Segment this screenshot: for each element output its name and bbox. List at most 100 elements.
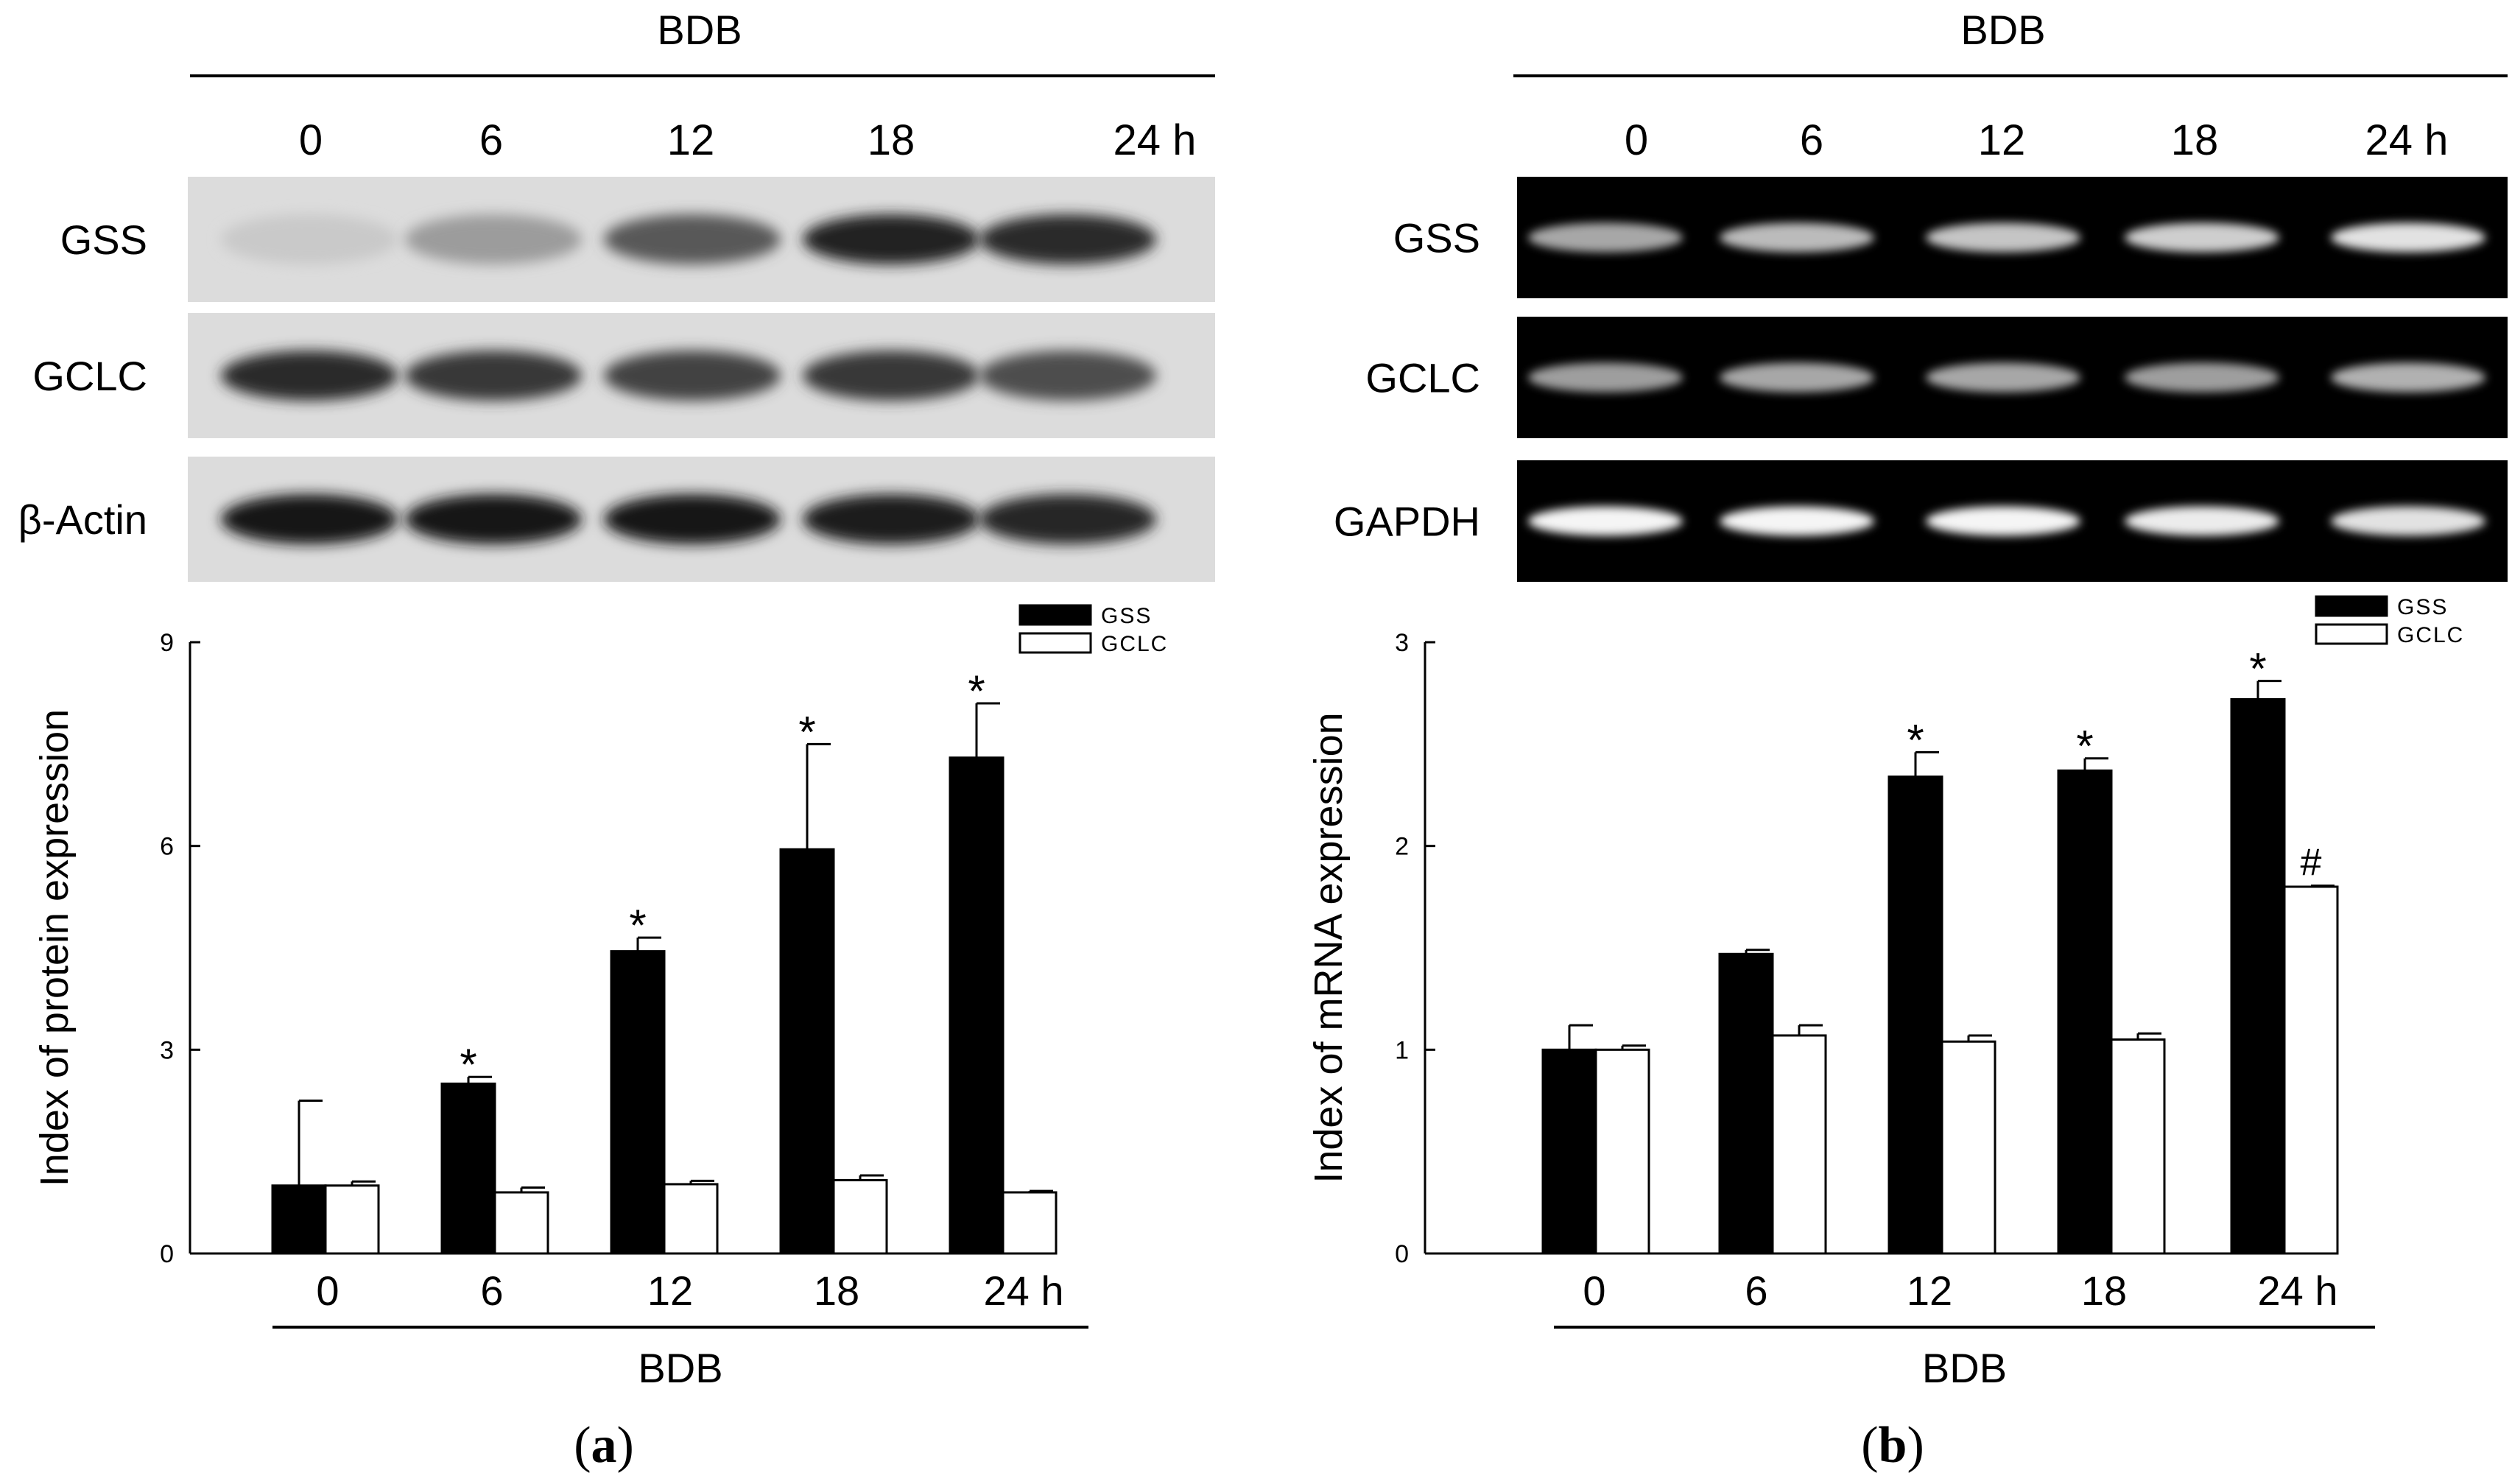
y-tick-label: 2 <box>1395 833 1409 861</box>
legend-swatch <box>1018 604 1092 626</box>
y-tick-label: 3 <box>160 1036 174 1064</box>
blot-lane-label: 18 <box>2171 116 2219 164</box>
x-tick-label: 0 <box>316 1267 339 1314</box>
x-tick-label: 12 <box>647 1267 693 1314</box>
panel-a-caption: (a) <box>574 1417 634 1474</box>
x-tick-label: 6 <box>1745 1267 1767 1314</box>
blot-lane-label: 24 h <box>1113 116 1197 164</box>
panel-a-blot-treatment-label: BDB <box>657 7 742 53</box>
bar-gss <box>779 848 835 1255</box>
legend-swatch <box>2315 595 2388 617</box>
blot-band <box>1720 362 1874 393</box>
x-tick-label: 0 <box>1583 1267 1605 1314</box>
x-axis-label: BDB <box>1922 1345 2007 1391</box>
legend-label: GCLC <box>2397 623 2464 647</box>
x-tick-label: 24 h <box>2258 1267 2338 1314</box>
blot-row-label: GAPDH <box>1334 499 1480 545</box>
bar-gss <box>949 756 1005 1255</box>
blot-lane-label: 12 <box>667 116 715 164</box>
bar-gclc <box>493 1191 549 1255</box>
blot-band <box>221 351 398 401</box>
blot-band <box>1528 222 1683 253</box>
bar-gss <box>2230 697 2286 1255</box>
blot-band <box>803 214 979 264</box>
blot-row-label: GSS <box>1393 215 1480 261</box>
blot-band <box>221 214 398 264</box>
y-tick-label: 3 <box>1395 629 1409 657</box>
panel-b-gel: BDB 0 6 12 18 24 h GSS GCLC GAPDH <box>1334 7 2508 582</box>
x-axis-label: BDB <box>638 1345 722 1391</box>
significance-marker: * <box>460 1040 476 1089</box>
blot-row-label: GCLC <box>1365 355 1480 401</box>
bar-gclc <box>2110 1038 2166 1255</box>
panel-a-caption-letter: a <box>591 1417 617 1474</box>
blot-band <box>604 214 781 264</box>
blot-band <box>1720 506 1874 536</box>
x-tick-label: 12 <box>1907 1267 1952 1314</box>
blot-band <box>803 351 979 401</box>
legend-label: GCLC <box>1101 632 1168 656</box>
protein-expression-chart: 0 3 6 9 Index of protein expression 0 6 12 18 24 … <box>32 604 1168 1391</box>
blot-band <box>2331 222 2485 253</box>
bar-gss <box>1718 952 1774 1255</box>
significance-marker: * <box>629 901 646 950</box>
blot-band <box>405 494 582 544</box>
legend-label: GSS <box>1101 604 1152 628</box>
bar-gss <box>1887 776 1943 1255</box>
blot-band <box>2125 506 2279 536</box>
blot-row-label: GCLC <box>32 353 147 399</box>
blot-lane-label: 0 <box>1625 116 1648 164</box>
blot-band <box>2125 222 2279 253</box>
blot-row-label: GSS <box>60 217 147 263</box>
bar-gss <box>1541 1048 1597 1255</box>
blot-band <box>1720 222 1874 253</box>
x-tick-label: 18 <box>2081 1267 2127 1314</box>
blot-lane-label: 6 <box>479 116 503 164</box>
blot-band <box>1926 506 2080 536</box>
blot-band <box>1528 362 1683 393</box>
y-tick-label: 1 <box>1395 1036 1409 1064</box>
blot-band <box>979 351 1156 401</box>
legend-label: GSS <box>2397 595 2448 619</box>
y-axis-label: Index of protein expression <box>32 709 77 1186</box>
significance-marker: * <box>2249 644 2266 694</box>
panel-a-blot: BDB 0 6 12 18 24 h GSS GCLC β-Actin <box>18 7 1215 582</box>
panel-b-caption-letter: b <box>1879 1417 1907 1474</box>
y-tick-label: 0 <box>160 1240 174 1268</box>
panel-b-gel-treatment-label: BDB <box>1960 7 2045 53</box>
bar-gss <box>610 950 666 1255</box>
x-tick-label: 24 h <box>984 1267 1064 1314</box>
blot-lane-label: 24 h <box>2365 116 2449 164</box>
blot-band <box>1528 506 1683 536</box>
blot-lane-label: 18 <box>868 116 915 164</box>
bar-gclc <box>1594 1048 1650 1255</box>
legend-swatch <box>1018 632 1092 654</box>
bar-gclc <box>1941 1040 1996 1255</box>
significance-marker: * <box>798 707 815 756</box>
significance-marker: * <box>968 667 985 716</box>
blot-row-label: β-Actin <box>18 496 147 543</box>
bar-gss <box>2057 769 2113 1255</box>
significance-marker: * <box>2076 722 2093 771</box>
blot-band <box>803 494 979 544</box>
blot-band <box>405 351 582 401</box>
blot-band <box>405 214 582 264</box>
y-tick-label: 9 <box>160 629 174 657</box>
bar-gss <box>440 1082 496 1255</box>
blot-band <box>1926 222 2080 253</box>
bar-gclc <box>832 1178 888 1255</box>
blot-band <box>2125 362 2279 393</box>
blot-lane-label: 6 <box>1800 116 1823 164</box>
y-axis-label: Index of mRNA expression <box>1306 712 1351 1183</box>
bar-gss <box>271 1184 327 1255</box>
blot-band <box>2331 506 2485 536</box>
blot-band <box>2331 362 2485 393</box>
blot-lane-label: 12 <box>1978 116 2026 164</box>
blot-band <box>604 494 781 544</box>
y-tick-label: 6 <box>160 833 174 861</box>
blot-band <box>221 494 398 544</box>
bar-gclc <box>2283 885 2339 1255</box>
x-tick-label: 18 <box>814 1267 859 1314</box>
